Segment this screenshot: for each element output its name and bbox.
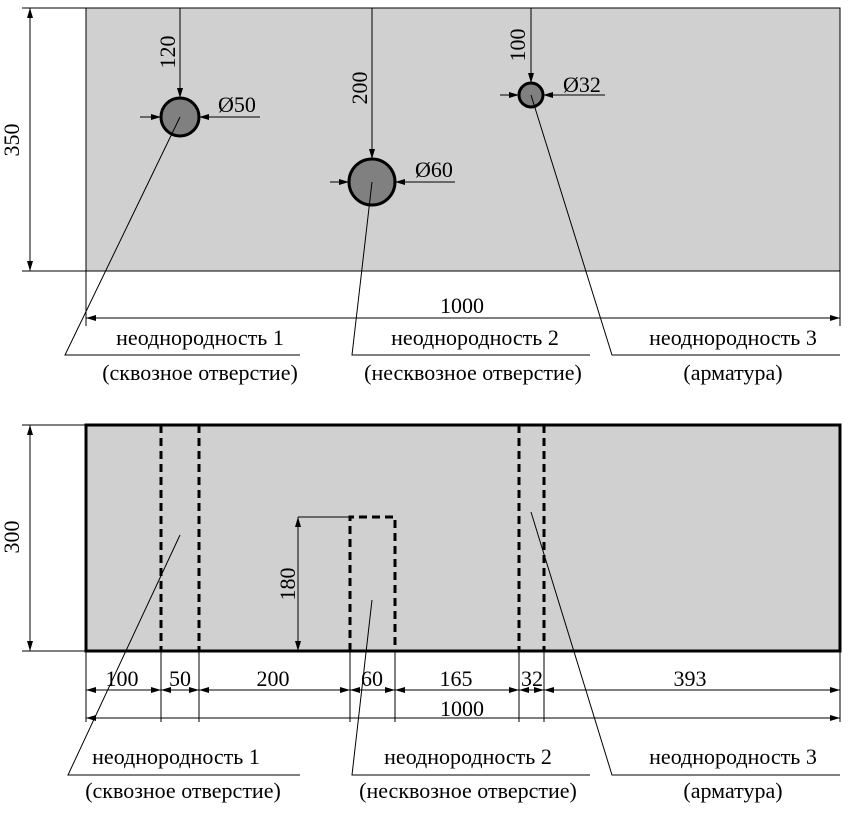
dim-text: 60: [361, 666, 383, 691]
section-view: 100 50 200 60 165 32 393 180 300 1000 неодноро…: [0, 423, 842, 803]
label: неоднородность 1: [116, 325, 284, 350]
dim-text: Ø32: [563, 72, 601, 97]
dim-text: 100: [505, 29, 530, 62]
dim-text: 300: [0, 521, 24, 554]
drawing-line: [67, 534, 300, 776]
dim-text: 1000: [440, 696, 484, 721]
label-note: (несквозное отверстие): [364, 360, 582, 385]
label-note: (сквозное отверстие): [102, 360, 298, 385]
top-view: 120 200 100 Ø50 Ø60 Ø32 350 1000 неоднор…: [0, 7, 841, 385]
label: неоднородность 3: [649, 744, 817, 769]
label-note: (арматура): [683, 778, 782, 803]
dim-text: 32: [521, 666, 543, 691]
label-note: (арматура): [683, 360, 782, 385]
dim-text: 180: [275, 568, 300, 601]
label-note: (сквозное отверстие): [85, 778, 281, 803]
label: неоднородность 1: [92, 744, 260, 769]
drawing-line: [64, 116, 300, 356]
dim-text: 165: [440, 666, 473, 691]
drawing-line: [530, 94, 840, 356]
dim-text: Ø50: [218, 92, 256, 117]
drawing-line: [351, 599, 590, 776]
drawing-line: [351, 181, 590, 356]
drawing-line: [348, 515, 397, 651]
drawing-line: [530, 511, 840, 776]
slab: [84, 423, 842, 653]
dim-text: Ø60: [415, 157, 453, 182]
dim-text: 200: [347, 72, 372, 105]
dim-text: 350: [0, 124, 24, 157]
label: неоднородность 2: [391, 325, 559, 350]
slab: [85, 7, 841, 272]
label: неоднородность 2: [384, 744, 552, 769]
dim-text: 100: [106, 666, 139, 691]
dim-text: 393: [674, 666, 707, 691]
dim-text: 120: [155, 36, 180, 69]
dim-text: 50: [169, 666, 191, 691]
dim-text: 1000: [440, 293, 484, 318]
label-note: (несквозное отверстие): [359, 778, 577, 803]
label: неоднородность 3: [649, 325, 817, 350]
dim-text: 200: [257, 666, 290, 691]
